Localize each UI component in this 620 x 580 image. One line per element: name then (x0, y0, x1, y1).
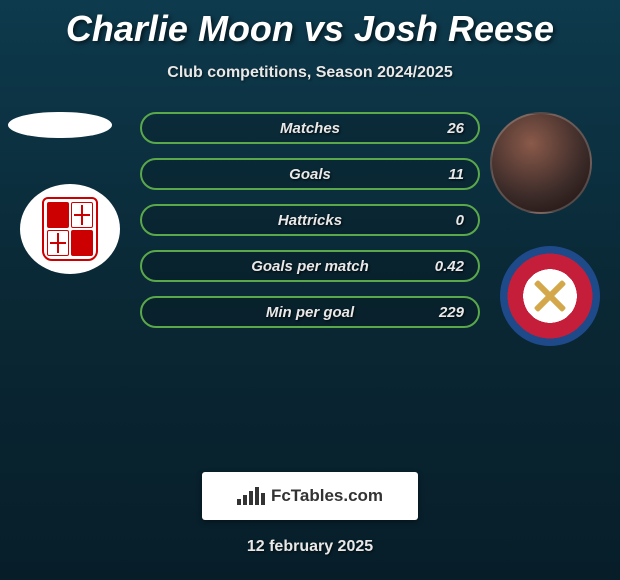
stats-bars: Matches 26 Goals 11 Hattricks 0 Goals pe… (140, 112, 480, 342)
subtitle: Club competitions, Season 2024/2025 (0, 64, 620, 82)
stat-value: 26 (447, 120, 464, 137)
stat-bar: Matches 26 (140, 112, 480, 144)
player-right-avatar (490, 112, 592, 214)
page-title: Charlie Moon vs Josh Reese (0, 0, 620, 50)
player-left-avatar (8, 112, 112, 138)
stat-bar: Hattricks 0 (140, 204, 480, 236)
stat-label: Goals per match (142, 258, 478, 275)
stat-value: 229 (439, 304, 464, 321)
stat-label: Hattricks (142, 212, 478, 229)
bar-chart-icon (237, 487, 265, 505)
stat-label: Min per goal (142, 304, 478, 321)
stat-bar: Goals per match 0.42 (140, 250, 480, 282)
stat-label: Goals (142, 166, 478, 183)
shield-icon (42, 197, 98, 261)
stat-bar: Goals 11 (140, 158, 480, 190)
content-area: Matches 26 Goals 11 Hattricks 0 Goals pe… (0, 112, 620, 472)
date-label: 12 february 2025 (0, 538, 620, 556)
brand-text: FcTables.com (271, 486, 383, 506)
brand-badge[interactable]: FcTables.com (202, 472, 418, 520)
hammers-icon (530, 276, 570, 316)
club-crest-left (20, 184, 120, 274)
stat-bar: Min per goal 229 (140, 296, 480, 328)
stat-value: 11 (448, 166, 464, 183)
stat-label: Matches (142, 120, 478, 137)
stat-value: 0 (456, 212, 464, 229)
club-crest-right (500, 246, 600, 346)
stat-value: 0.42 (435, 258, 464, 275)
